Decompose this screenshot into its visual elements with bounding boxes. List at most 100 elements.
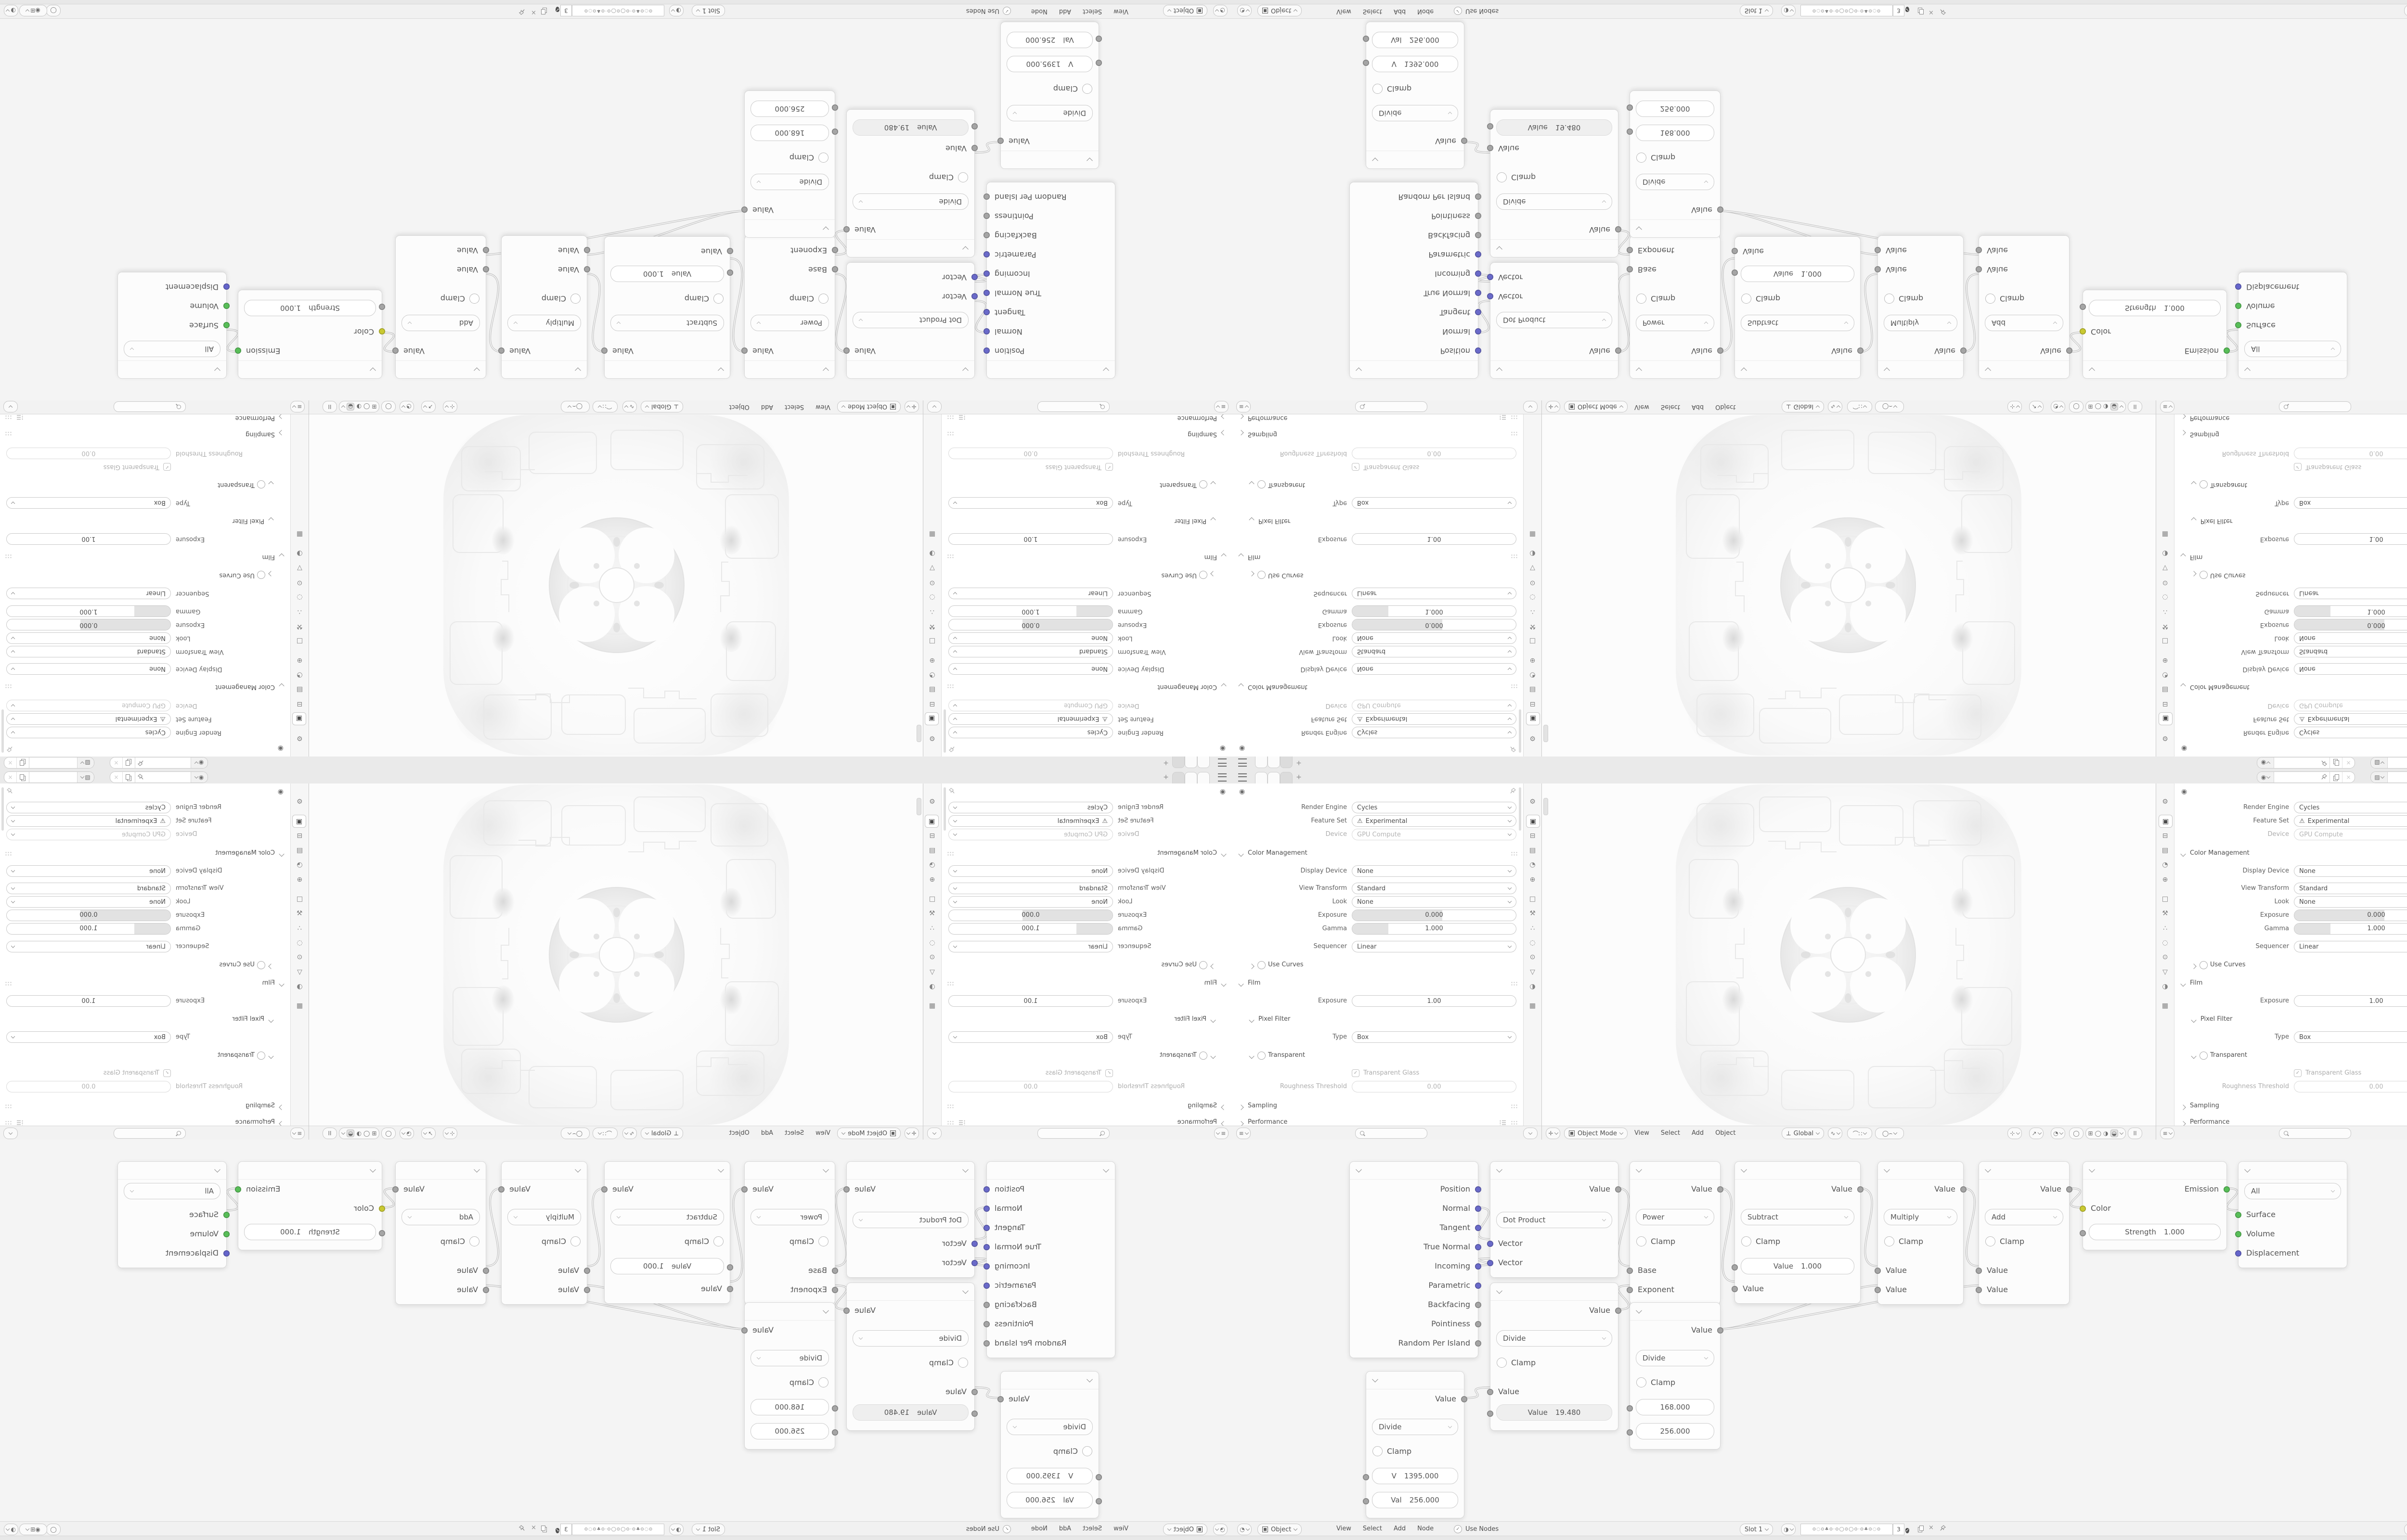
clamp-checkbox[interactable] xyxy=(1985,294,1995,304)
dropdown-view-transform[interactable]: Standard xyxy=(6,646,171,657)
properties-tab-view-layer-icon[interactable]: ▤ xyxy=(929,686,936,694)
use-nodes-checkbox[interactable]: ✓ Use Nodes xyxy=(1454,1525,1499,1533)
proportional-edit-icons[interactable]: ◯⌢ xyxy=(1875,401,1904,412)
use-curves-checkbox[interactable] xyxy=(2200,571,2208,579)
value-field-roughness-threshold[interactable]: 0.00 xyxy=(2294,448,2407,459)
menu-select[interactable]: Select xyxy=(1660,1129,1680,1137)
vector-socket[interactable] xyxy=(984,290,990,296)
operation-dropdown[interactable]: Dot Product xyxy=(1496,312,1612,328)
value-field-exposure[interactable]: 0.000 xyxy=(948,619,1113,630)
panel-title[interactable]: Transparent xyxy=(2210,1052,2247,1059)
properties-tab-scene-icon[interactable]: ◔ xyxy=(1529,671,1536,680)
properties-tab-physics-icon[interactable]: ◌ xyxy=(1529,593,1536,602)
shader-socket[interactable] xyxy=(2235,1211,2241,1218)
checkbox[interactable] xyxy=(257,480,265,488)
vector-socket[interactable] xyxy=(1487,293,1493,300)
value-field-roughness-threshold[interactable]: 0.00 xyxy=(948,1081,1113,1092)
workspace-tab-2[interactable] xyxy=(1185,756,1197,768)
shading-mode-2[interactable]: ◯ xyxy=(363,1130,370,1137)
drag-grip-icon[interactable] xyxy=(4,432,12,436)
dropdown-view-transform[interactable]: Standard xyxy=(2294,883,2407,894)
node-math-subtract[interactable]: Value Subtract Clamp Value 1.000 Value xyxy=(601,236,733,379)
collapse-icon[interactable] xyxy=(962,246,969,253)
node-math-divide-a[interactable]: Value Divide Clamp V 1395.000 Val 256.000 xyxy=(997,22,1102,169)
collapse-icon[interactable] xyxy=(370,367,376,374)
value-socket[interactable] xyxy=(1732,1285,1738,1292)
value-socket[interactable] xyxy=(1475,1340,1481,1347)
dropdown-type[interactable]: Box xyxy=(948,497,1113,509)
clamp-checkbox[interactable] xyxy=(818,1236,828,1246)
panel-title[interactable]: Film xyxy=(1204,553,1217,561)
value-field-gamma[interactable]: 1.000 xyxy=(6,605,171,617)
search-input[interactable] xyxy=(1355,1128,1427,1139)
properties-editor-icon[interactable]: ≡ xyxy=(1214,401,1229,412)
collapse-icon[interactable] xyxy=(1985,1166,1991,1173)
node-vector-math-dot[interactable]: Value Dot Product Vector Vector xyxy=(1487,1161,1621,1278)
dropdown-device[interactable]: GPU Compute xyxy=(6,700,171,711)
workspace-tab-3-active[interactable] xyxy=(1172,772,1185,784)
value-socket[interactable] xyxy=(1875,247,1881,254)
properties-tab-world-icon[interactable]: ⊕ xyxy=(929,656,935,665)
panel-title[interactable]: Sampling xyxy=(2190,431,2219,438)
value-socket[interactable] xyxy=(1487,1410,1493,1417)
properties-tab-particles-icon[interactable]: ∴ xyxy=(930,924,934,932)
value-socket[interactable] xyxy=(727,1285,733,1292)
slot-selector[interactable]: Slot 1 xyxy=(691,1524,725,1535)
operation-dropdown[interactable]: Multiply xyxy=(1884,1209,1957,1225)
value-socket[interactable] xyxy=(483,1267,489,1274)
chevron-down-icon[interactable] xyxy=(927,1128,942,1139)
unlink-icon[interactable]: × xyxy=(531,1524,536,1531)
shading-mode-switch[interactable]: ⊞ ◯ ◑ ◒ xyxy=(2085,401,2126,412)
image-id-field[interactable] xyxy=(29,757,77,768)
value-socket[interactable] xyxy=(843,347,850,354)
value-socket[interactable] xyxy=(2080,1230,2086,1236)
chevron-down-icon[interactable] xyxy=(3,401,18,412)
panel-title[interactable]: Use Curves xyxy=(2210,961,2246,968)
panel-title[interactable]: Pixel Filter xyxy=(232,1015,264,1023)
xray-icon[interactable]: ◔ xyxy=(2051,1128,2065,1139)
value-field[interactable]: Val 256.000 xyxy=(1372,32,1458,48)
dropdown-display-device[interactable]: None xyxy=(1352,663,1516,675)
value-socket[interactable] xyxy=(832,1286,838,1293)
pause-button[interactable]: II xyxy=(2128,1128,2142,1139)
mode-selector[interactable]: Object Mode xyxy=(837,1128,901,1139)
drag-grip-icon[interactable] xyxy=(1511,1104,1518,1108)
value-socket[interactable] xyxy=(1732,270,1738,276)
properties-tab-tool-icon[interactable]: ⚙ xyxy=(297,734,303,743)
properties-tab-scene-icon[interactable]: ◔ xyxy=(297,671,303,680)
overlays-icon[interactable]: ↗ xyxy=(421,401,436,412)
value-field-roughness-threshold[interactable]: 0.00 xyxy=(6,448,171,459)
vector-socket[interactable] xyxy=(1475,1263,1481,1270)
operation-dropdown[interactable]: Divide xyxy=(751,1350,829,1366)
value-socket[interactable] xyxy=(1615,1307,1621,1314)
collapse-icon[interactable] xyxy=(1636,226,1642,233)
checkbox[interactable]: ✓ xyxy=(163,463,171,471)
checkbox[interactable]: ✓ xyxy=(2294,463,2302,471)
snap-settings-icons[interactable]: ◉⊞ xyxy=(19,5,47,16)
dropdown-render-engine[interactable]: Cycles xyxy=(948,802,1113,813)
properties-tab-texture-icon[interactable]: ▦ xyxy=(929,530,936,539)
properties-tab-object-icon[interactable]: □ xyxy=(929,895,936,903)
collapse-icon[interactable] xyxy=(1636,1307,1642,1314)
value-socket[interactable] xyxy=(1363,60,1369,66)
operation-dropdown[interactable]: Divide xyxy=(1636,1350,1714,1366)
node-math-multiply[interactable]: Value Multiply Clamp Value Value xyxy=(1875,235,1967,379)
collapse-icon[interactable] xyxy=(575,367,581,374)
shading-mode-1[interactable]: ⊞ xyxy=(372,1130,377,1137)
value-field[interactable]: 256.000 xyxy=(751,1423,829,1439)
displacement-socket[interactable] xyxy=(2235,1250,2241,1257)
clamp-checkbox[interactable] xyxy=(1741,1236,1751,1246)
panel-title[interactable]: Performance xyxy=(2190,1118,2230,1126)
dropdown-feature-set[interactable]: ⚠ Experimental xyxy=(2294,713,2407,725)
vector-socket[interactable] xyxy=(1475,1186,1481,1193)
node-material-output[interactable]: All Surface Volume Displacement xyxy=(117,272,230,379)
properties-tab-constraints-icon[interactable]: ⊙ xyxy=(1529,579,1536,587)
collapse-icon[interactable] xyxy=(2244,1166,2251,1173)
clamp-checkbox[interactable] xyxy=(1636,1236,1646,1246)
clamp-checkbox[interactable] xyxy=(818,153,828,163)
image-id-field[interactable] xyxy=(2388,772,2407,783)
operation-dropdown[interactable]: All xyxy=(2244,1183,2341,1199)
value-socket[interactable] xyxy=(1487,145,1493,152)
scrollbar[interactable] xyxy=(944,709,946,753)
clamp-checkbox[interactable] xyxy=(958,172,968,183)
